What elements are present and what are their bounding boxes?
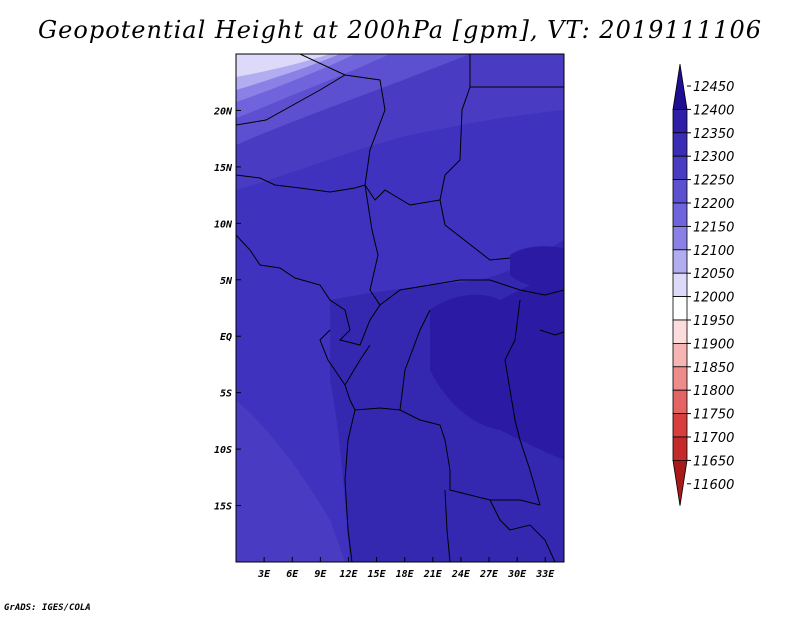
x-tick-label: 21E: [423, 569, 443, 580]
colorbar-swatch: [672, 272, 688, 298]
colorbar-swatch: [672, 436, 688, 461]
colorbar: 12450 12400 12350 12300 12250 12200 12150 12100…: [672, 63, 734, 506]
boundaries: [236, 54, 564, 562]
x-tick-label: 3E: [257, 569, 271, 580]
colorbar-label: 11800: [693, 384, 734, 399]
colorbar-swatch: [672, 202, 688, 227]
colorbar-swatch: [672, 296, 688, 321]
core-band-north: [510, 246, 564, 290]
colorbar-label: 12350: [693, 127, 734, 142]
y-tick-label: 5N: [220, 276, 233, 287]
colorbar-label: 12300: [693, 150, 734, 165]
colorbar-swatch: [672, 389, 688, 415]
x-tick-label: 30E: [507, 569, 527, 580]
colorbar-label: 11650: [693, 454, 734, 469]
y-tick-label: 10S: [214, 445, 232, 456]
colorbar-label: 11950: [693, 314, 734, 329]
x-tick-label: 18E: [396, 569, 415, 580]
x-tick-label: 24E: [451, 569, 471, 580]
colorbar-swatch: [672, 459, 688, 506]
x-tick-label: 9E: [314, 569, 327, 580]
colorbar-swatch: [672, 155, 688, 180]
x-tick-label: 33E: [535, 569, 555, 580]
map-title: Geopotential Height at 200hPa [gpm], VT:…: [38, 16, 762, 44]
colorbar-label: 12250: [693, 174, 734, 189]
colorbar-label: 12000: [693, 291, 734, 306]
height-field: [236, 54, 564, 562]
x-axis: 3E 6E 9E 12E 15E 18E 21E 24E 27E 30E 33E: [257, 557, 555, 580]
colorbar-label: 12150: [693, 220, 734, 235]
colorbar-swatch: [672, 249, 688, 274]
x-tick-label: 12E: [339, 569, 358, 580]
colorbar-label: 11850: [693, 361, 734, 376]
colorbar-swatch: [672, 63, 688, 110]
y-tick-label: 15N: [214, 163, 233, 174]
colorbar-swatch: [672, 109, 688, 134]
colorbar-swatch: [672, 342, 688, 368]
colorbar-swatch: [672, 132, 688, 157]
colorbar-label: 11900: [693, 337, 734, 352]
colorbar-label: 12200: [693, 197, 734, 212]
colorbar-swatch: [672, 366, 688, 391]
x-tick-label: 15E: [368, 569, 387, 580]
colorbar-label: 11750: [693, 408, 734, 423]
y-tick-label: 5S: [220, 389, 232, 400]
x-tick-label: 6E: [286, 569, 299, 580]
colorbar-label: 12100: [693, 244, 734, 259]
credit-text: GrADS: IGES/COLA: [4, 603, 91, 613]
colorbar-swatch: [672, 413, 688, 438]
x-tick-label: 27E: [479, 569, 499, 580]
core-band: [430, 270, 564, 460]
y-tick-label: EQ: [220, 332, 232, 343]
colorbar-swatch: [672, 319, 688, 344]
y-axis: 20N 15N 10N 5N EQ 5S 10S 15S: [213, 106, 241, 513]
colorbar-swatch: [672, 179, 688, 204]
y-tick-label: 15S: [214, 502, 232, 513]
south-band: [236, 400, 345, 562]
map-frame: [235, 53, 565, 563]
colorbar-label: 12400: [693, 103, 734, 118]
colorbar-label: 11700: [693, 431, 734, 446]
colorbar-label: 11600: [693, 478, 734, 493]
colorbar-label: 12050: [693, 267, 734, 282]
y-tick-label: 10N: [214, 219, 233, 230]
north-band-6: [236, 54, 330, 77]
colorbar-swatch: [672, 225, 688, 251]
y-tick-label: 20N: [213, 106, 233, 117]
colorbar-label: 12450: [693, 80, 734, 95]
